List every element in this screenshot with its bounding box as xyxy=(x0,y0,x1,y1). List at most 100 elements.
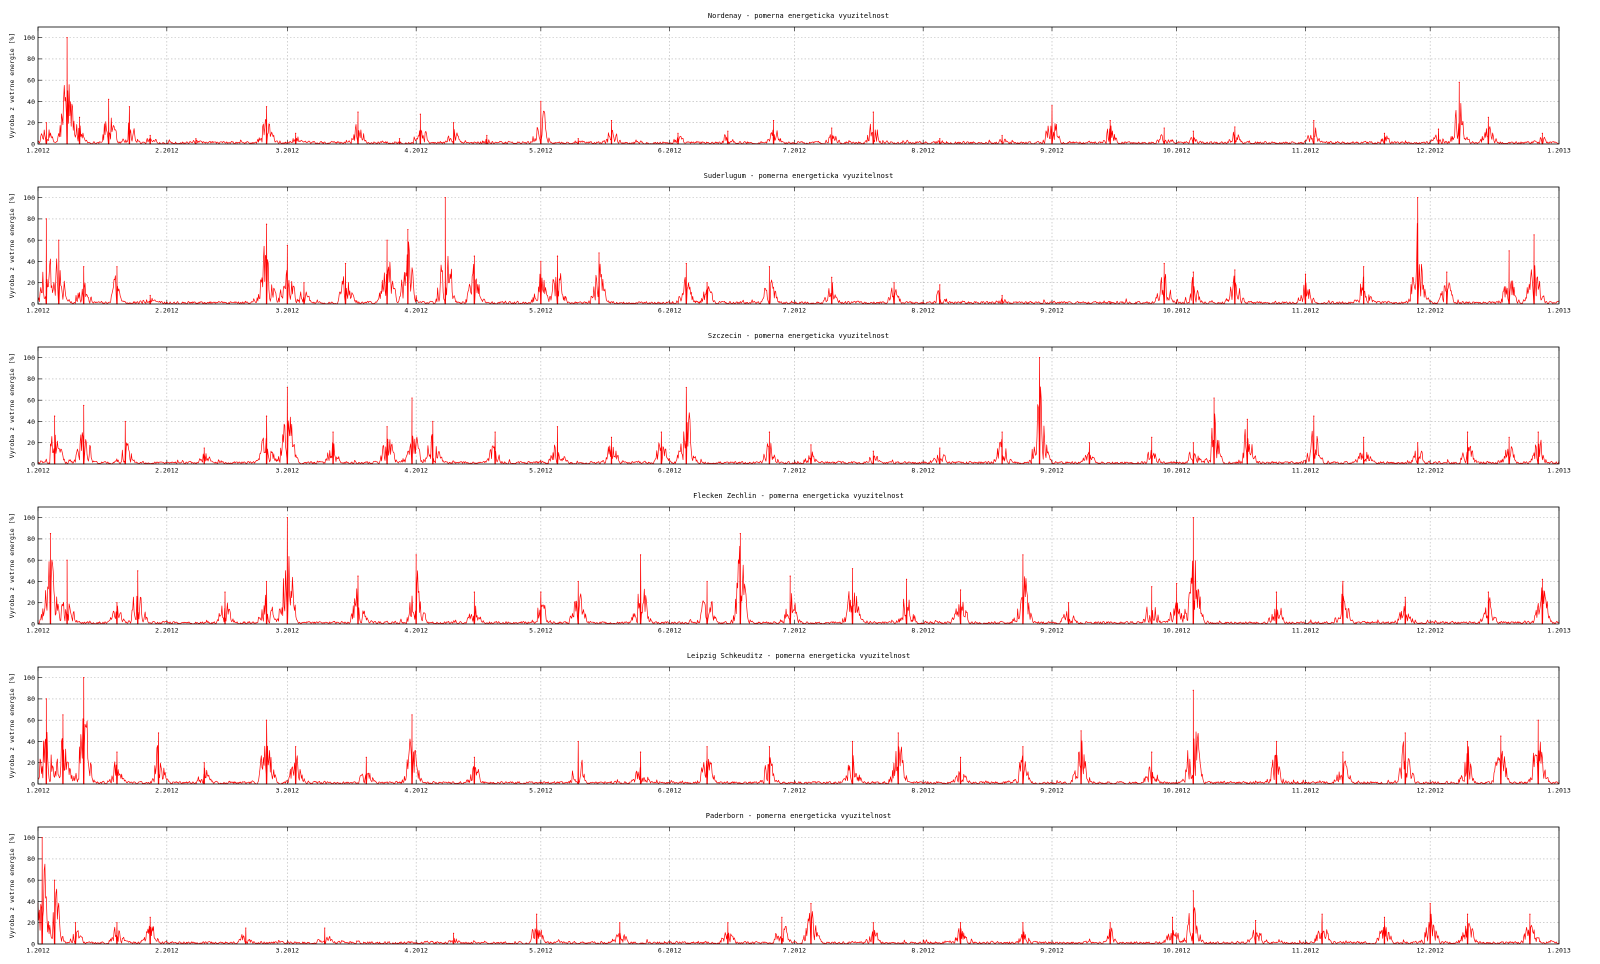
panel-1-x-tick-label: 12.2012 xyxy=(1416,147,1443,155)
panel-2-title: Suderlugum - pomerna energeticka vyuzite… xyxy=(704,172,894,180)
panel-1-data-point xyxy=(1487,116,1489,119)
panel-5-y-tick-label: 100 xyxy=(23,674,35,682)
panel-4-data-point xyxy=(639,554,642,556)
panel-6-x-tick-label: 1.2012 xyxy=(26,947,50,955)
panel-5-data-point xyxy=(639,751,642,753)
panel-6-data-point xyxy=(452,932,455,934)
panel-4-data-point xyxy=(851,568,854,570)
panel-4-data-point xyxy=(1275,591,1278,593)
panel-1-data-point xyxy=(1541,132,1543,134)
panel-3-y-tick-label: 40 xyxy=(27,418,35,426)
panel-6-data-point xyxy=(1022,922,1024,924)
panel-2-data-point xyxy=(1192,271,1194,273)
panel-4-data-point xyxy=(739,532,741,535)
panel-2-data-point xyxy=(45,218,47,220)
panel-6-x-tick-label: 3.2012 xyxy=(276,947,300,955)
panel-5-x-tick-label: 1.2013 xyxy=(1547,787,1571,795)
panel-4-data-point xyxy=(265,580,268,583)
panel-4-series-line xyxy=(37,517,1560,625)
panel-2-data-point xyxy=(116,266,118,268)
panel-3-data-point xyxy=(83,404,85,407)
panel-5-data-point xyxy=(1342,751,1344,753)
panel-1-data-point xyxy=(1163,127,1165,129)
panel-1-data-point xyxy=(108,98,110,100)
panel-4-x-tick-label: 1.2012 xyxy=(26,627,50,635)
panel-3-y-tick-label: 100 xyxy=(23,354,35,362)
panel-2-data-point xyxy=(1363,266,1365,268)
panel-3-data-point xyxy=(124,420,126,423)
panel-5-data-point xyxy=(411,714,413,716)
panel-2-data-point xyxy=(83,266,85,268)
panel-2-data-point xyxy=(1163,262,1165,265)
panel-6-data-point xyxy=(1109,922,1111,924)
panel-1-data-point xyxy=(1192,130,1194,132)
panel-5-x-tick-label: 10.2012 xyxy=(1163,787,1190,795)
panel-1-x-tick-label: 11.2012 xyxy=(1292,147,1319,155)
panel-2-x-tick-label: 12.2012 xyxy=(1416,307,1443,315)
panel-3-x-tick-label: 4.2012 xyxy=(404,467,428,475)
panel-5-x-tick-label: 8.2012 xyxy=(911,787,935,795)
panel-5-data-point xyxy=(157,732,160,734)
panel-2-data-point xyxy=(556,255,559,257)
panel-5-x-tick-label: 4.2012 xyxy=(404,787,428,795)
panel-5-x-tick-label: 9.2012 xyxy=(1040,787,1064,795)
panel-5-data-point xyxy=(851,740,854,743)
panel-1-data-point xyxy=(66,37,68,39)
panel-3-data-point xyxy=(1088,442,1091,444)
panel-6-data-point xyxy=(1255,920,1257,922)
panel-6-data-point xyxy=(872,922,874,924)
panel-4-y-tick-label: 80 xyxy=(27,535,35,543)
panel-2-x-tick-label: 9.2012 xyxy=(1040,307,1064,315)
panel-3-y-tick-label: 80 xyxy=(27,375,35,383)
panel-1-x-tick-label: 5.2012 xyxy=(529,147,553,155)
panel-5-data-point xyxy=(768,746,771,748)
panel-1-x-tick-label: 6.2012 xyxy=(658,147,682,155)
panel-5-y-tick-label: 60 xyxy=(27,716,35,724)
panel-5-data-point xyxy=(577,740,579,743)
panel-3-title: Szczecin - pomerna energeticka vyuziteln… xyxy=(708,332,889,340)
panel-1-data-point xyxy=(540,100,542,103)
panel-4-data-point xyxy=(1151,586,1153,588)
panel-5-data-point xyxy=(365,756,367,759)
panel-1-x-tick-label: 7.2012 xyxy=(783,147,807,155)
panel-4-data-point xyxy=(577,580,579,583)
panel-1-x-tick-label: 1.2013 xyxy=(1547,147,1571,155)
panel-1-plot-frame xyxy=(37,26,1560,145)
panel-3-data-point xyxy=(286,386,288,389)
panel-3-x-tick-label: 7.2012 xyxy=(783,467,807,475)
panel-3-data-point xyxy=(556,426,559,428)
panel-5-x-tick-label: 5.2012 xyxy=(529,787,553,795)
panel-5-data-point xyxy=(1537,719,1539,721)
panel-5-ylabel: Vyroba z vetrne energie [%] xyxy=(8,673,16,779)
panel-1-x-tick-label: 8.2012 xyxy=(911,147,935,155)
panel-3-x-tick-label: 1.2012 xyxy=(26,467,50,475)
panel-5-data-point xyxy=(1192,689,1194,692)
panel-3-y-tick-label: 20 xyxy=(27,439,35,447)
panel-6-data-point xyxy=(149,916,151,919)
panel-6-data-point xyxy=(41,837,43,839)
panel-6-x-tick-label: 4.2012 xyxy=(404,947,428,955)
panel-2-data-point xyxy=(540,260,542,263)
panel-5-x-tick-label: 2.2012 xyxy=(155,787,179,795)
panel-2-x-tick-label: 6.2012 xyxy=(658,307,682,315)
panel-3-x-tick-label: 5.2012 xyxy=(529,467,553,475)
panel-2-data-point xyxy=(1417,197,1419,199)
panel-5-x-tick-label: 3.2012 xyxy=(276,787,300,795)
panel-3-x-tick-label: 2.2012 xyxy=(155,467,179,475)
panel-1-x-tick-label: 3.2012 xyxy=(276,147,300,155)
panel-2-y-tick-label: 100 xyxy=(23,194,35,202)
panel-1-x-tick-label: 4.2012 xyxy=(404,147,428,155)
panel-2-y-tick-label: 60 xyxy=(27,236,35,244)
panel-6-x-tick-label: 2.2012 xyxy=(155,947,179,955)
panel-1-data-point xyxy=(486,134,488,137)
panel-1-data-point xyxy=(1001,134,1003,137)
panel-2-y-tick-label: 80 xyxy=(27,215,35,223)
panel-4-x-tick-label: 4.2012 xyxy=(404,627,428,635)
panel-3-data-point xyxy=(1417,442,1419,444)
panel-5-series-line xyxy=(37,677,1560,785)
panel-5-data-point xyxy=(1151,751,1153,753)
panel-3-x-tick-label: 6.2012 xyxy=(658,467,682,475)
panel-6-data-point xyxy=(54,879,56,881)
